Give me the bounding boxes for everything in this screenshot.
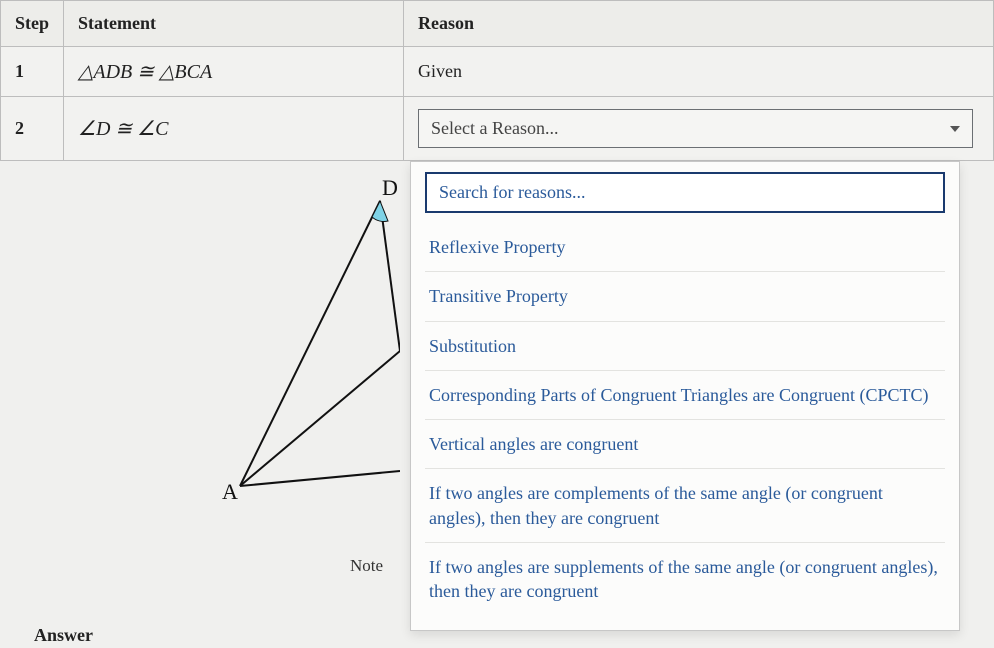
header-row: Step Statement Reason [1, 1, 994, 47]
statement-math: △ADB ≅ △BCA [78, 61, 212, 83]
reason-cell: Select a Reason... [404, 97, 994, 161]
reason-option[interactable]: Reflexive Property [425, 223, 945, 272]
reason-option[interactable]: If two angles are supplements of the sam… [425, 543, 945, 616]
edge-base [240, 471, 400, 486]
reason-dropdown-panel: Search for reasons... Reflexive Property… [410, 161, 960, 631]
reason-option[interactable]: If two angles are complements of the sam… [425, 469, 945, 543]
header-step: Step [1, 1, 64, 47]
edge-right [380, 201, 400, 351]
step-number: 1 [1, 47, 64, 97]
angle-d-marker [372, 201, 388, 221]
statement-math: ∠D ≅ ∠C [78, 118, 168, 140]
triangle-diagram: D A [0, 171, 400, 501]
reason-select-placeholder: Select a Reason... [431, 118, 558, 139]
step-number: 2 [1, 97, 64, 161]
chevron-down-icon [950, 126, 960, 132]
table-row: 2 ∠D ≅ ∠C Select a Reason... [1, 97, 994, 161]
table-row: 1 △ADB ≅ △BCA Given [1, 47, 994, 97]
vertex-d-label: D [382, 175, 398, 200]
search-placeholder: Search for reasons... [439, 182, 585, 202]
reason-option[interactable]: Vertical angles are congruent [425, 420, 945, 469]
reason-search-input[interactable]: Search for reasons... [425, 172, 945, 213]
vertex-a-label: A [222, 479, 238, 501]
diagram-area: D A [0, 161, 400, 501]
answer-label: Answer [34, 625, 93, 646]
header-reason: Reason [404, 1, 994, 47]
edge-ab-partial [240, 351, 400, 486]
header-statement: Statement [64, 1, 404, 47]
proof-table: Step Statement Reason 1 △ADB ≅ △BCA Give… [0, 0, 994, 161]
reason-cell: Given [404, 47, 994, 97]
reason-option[interactable]: Substitution [425, 322, 945, 371]
note-label: Note [350, 556, 383, 576]
reason-select[interactable]: Select a Reason... [418, 109, 973, 148]
edge-ad [240, 201, 380, 486]
reason-option[interactable]: Corresponding Parts of Congruent Triangl… [425, 371, 945, 420]
below-area: D A Search for reasons... Reflexive Prop… [0, 161, 994, 501]
reason-option[interactable]: Transitive Property [425, 272, 945, 321]
